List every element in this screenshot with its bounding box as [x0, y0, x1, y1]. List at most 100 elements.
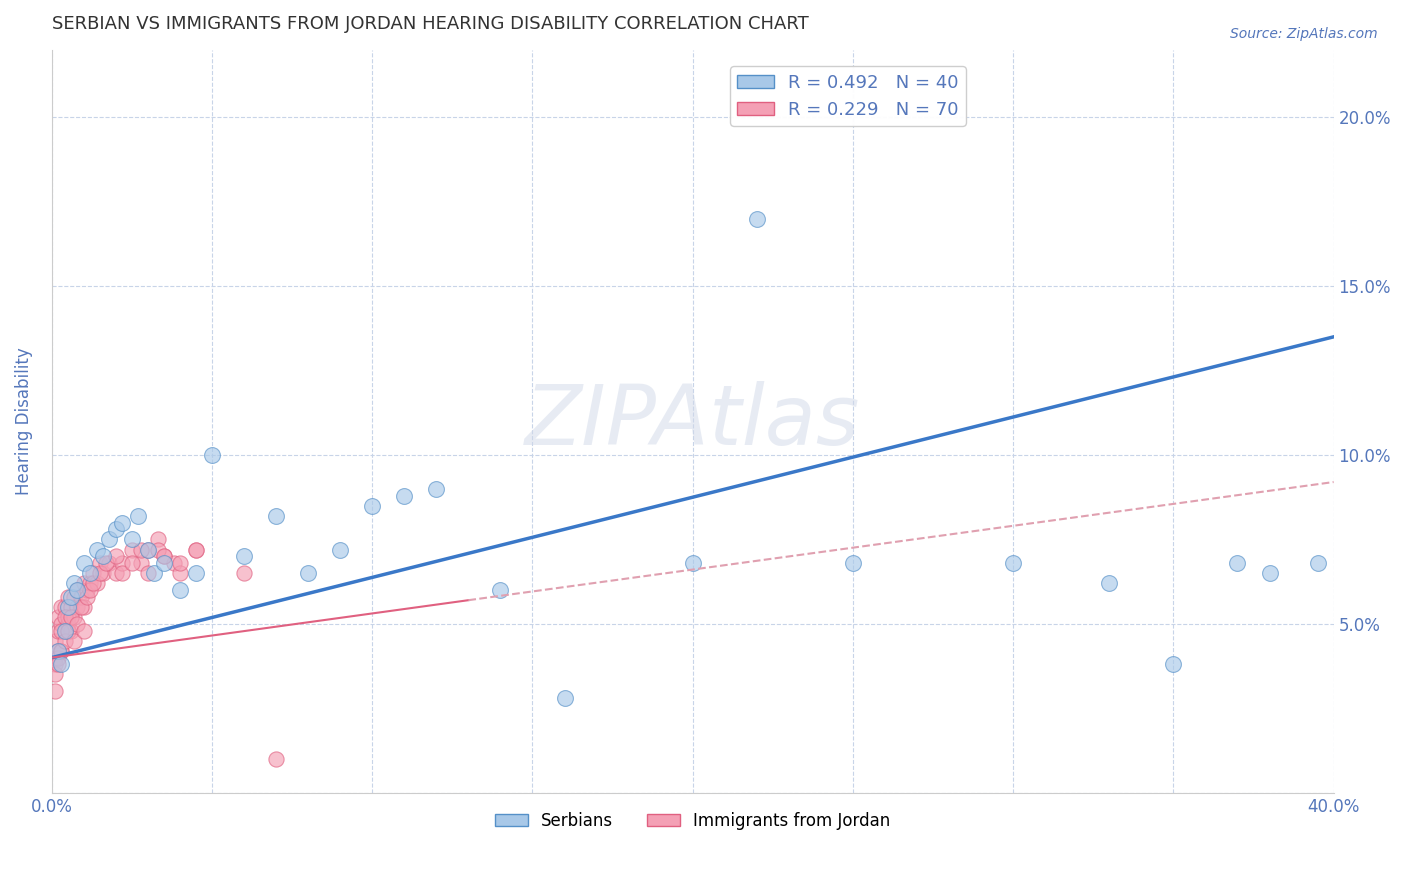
Point	[153, 556, 176, 570]
Point	[44, 657, 66, 672]
Point	[69, 599, 91, 614]
Text: Source: ZipAtlas.com: Source: ZipAtlas.com	[1230, 27, 1378, 41]
Point	[842, 556, 865, 570]
Point	[153, 549, 176, 564]
Point	[184, 542, 207, 557]
Point	[86, 576, 108, 591]
Text: ZIPAtlas: ZIPAtlas	[524, 381, 860, 462]
Point	[131, 542, 153, 557]
Point	[56, 610, 79, 624]
Point	[46, 650, 69, 665]
Point	[46, 610, 69, 624]
Point	[66, 583, 89, 598]
Point	[153, 549, 176, 564]
Point	[59, 610, 82, 624]
Point	[169, 556, 191, 570]
Point	[111, 516, 134, 530]
Point	[51, 644, 73, 658]
Point	[329, 542, 352, 557]
Point	[82, 566, 104, 581]
Point	[89, 556, 111, 570]
Point	[136, 566, 159, 581]
Point	[121, 556, 143, 570]
Point	[53, 624, 76, 638]
Point	[264, 508, 287, 523]
Point	[51, 624, 73, 638]
Point	[73, 556, 96, 570]
Point	[51, 657, 73, 672]
Point	[1258, 566, 1281, 581]
Point	[98, 556, 121, 570]
Point	[136, 542, 159, 557]
Point	[63, 610, 86, 624]
Point	[59, 599, 82, 614]
Point	[56, 590, 79, 604]
Point	[233, 549, 256, 564]
Point	[121, 533, 143, 547]
Point	[53, 610, 76, 624]
Point	[66, 583, 89, 598]
Point	[53, 624, 76, 638]
Point	[104, 549, 127, 564]
Point	[59, 624, 82, 638]
Point	[79, 583, 101, 598]
Point	[184, 542, 207, 557]
Point	[201, 448, 224, 462]
Point	[1098, 576, 1121, 591]
Point	[44, 684, 66, 698]
Point	[53, 599, 76, 614]
Point	[96, 556, 118, 570]
Point	[63, 576, 86, 591]
Point	[66, 616, 89, 631]
Point	[682, 556, 704, 570]
Point	[131, 556, 153, 570]
Point	[76, 590, 98, 604]
Point	[44, 650, 66, 665]
Point	[489, 583, 512, 598]
Point	[46, 657, 69, 672]
Point	[51, 599, 73, 614]
Legend: Serbians, Immigrants from Jordan: Serbians, Immigrants from Jordan	[488, 805, 897, 837]
Point	[143, 566, 166, 581]
Point	[44, 633, 66, 648]
Point	[1306, 556, 1329, 570]
Point	[46, 644, 69, 658]
Point	[394, 489, 416, 503]
Point	[121, 542, 143, 557]
Point	[76, 583, 98, 598]
Point	[361, 499, 384, 513]
Point	[136, 542, 159, 557]
Point	[79, 576, 101, 591]
Point	[425, 482, 447, 496]
Point	[79, 566, 101, 581]
Point	[127, 508, 149, 523]
Point	[111, 566, 134, 581]
Point	[63, 590, 86, 604]
Point	[1226, 556, 1249, 570]
Point	[91, 566, 114, 581]
Point	[86, 542, 108, 557]
Point	[98, 533, 121, 547]
Point	[56, 599, 79, 614]
Point	[162, 556, 184, 570]
Point	[146, 542, 169, 557]
Y-axis label: Hearing Disability: Hearing Disability	[15, 347, 32, 495]
Point	[82, 576, 104, 591]
Point	[104, 522, 127, 536]
Point	[46, 624, 69, 638]
Point	[297, 566, 319, 581]
Point	[56, 624, 79, 638]
Point	[66, 599, 89, 614]
Point	[51, 616, 73, 631]
Point	[69, 590, 91, 604]
Point	[553, 691, 575, 706]
Point	[1163, 657, 1185, 672]
Point	[51, 644, 73, 658]
Point	[73, 599, 96, 614]
Point	[73, 624, 96, 638]
Point	[46, 644, 69, 658]
Point	[111, 556, 134, 570]
Point	[169, 583, 191, 598]
Point	[264, 752, 287, 766]
Point	[73, 576, 96, 591]
